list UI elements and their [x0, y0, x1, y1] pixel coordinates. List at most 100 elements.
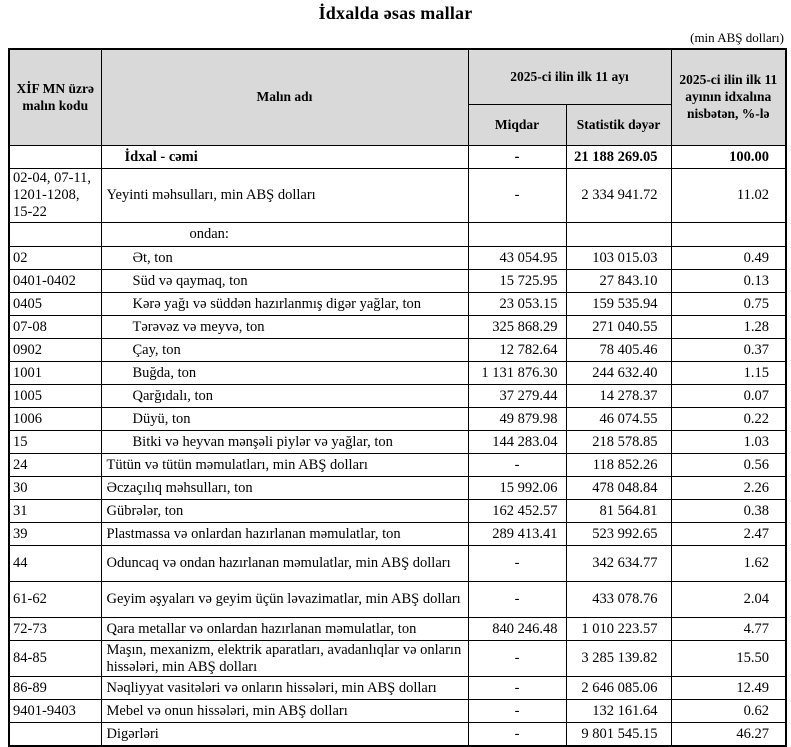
cell-name: Digərləri	[100, 722, 469, 747]
cell-code	[8, 222, 102, 247]
cell-qty: -	[467, 640, 567, 677]
cell-value: 132 161.64	[565, 699, 672, 723]
cell-value: 159 535.94	[565, 292, 672, 316]
cell-value: 2 646 085.06	[565, 676, 672, 700]
table-row: İdxal - cəmi -21 188 269.05 100.00	[8, 145, 787, 169]
cell-name: Çay, ton	[100, 338, 469, 362]
cell-qty: -	[467, 722, 567, 747]
cell-value: 9 801 545.15	[565, 722, 672, 747]
cell-pct: 15.50	[670, 640, 787, 677]
cell-value: 21 188 269.05	[565, 145, 672, 169]
table-row: 02-04, 07-11, 1201-1208, 15-22 Yeyinti mə…	[8, 168, 787, 223]
cell-code	[8, 145, 102, 169]
cell-name: İdxal - cəmi	[100, 145, 469, 169]
cell-name: ondan:	[100, 222, 469, 247]
cell-pct: 0.62	[670, 699, 787, 723]
table-row: 0902 Çay, ton 12 782.64 78 405.46 0.37	[8, 338, 787, 362]
cell-value: 3 285 139.82	[565, 640, 672, 677]
cell-code: 72-73	[8, 617, 102, 641]
cell-qty: 144 283.04	[467, 430, 567, 454]
cell-qty: -	[467, 168, 567, 223]
cell-value: 78 405.46	[565, 338, 672, 362]
table-row: 72-73 Qara metallar və onlardan hazırlana…	[8, 617, 787, 641]
cell-code: 44	[8, 545, 102, 582]
header-code: XİF MN üzrə malın kodu	[8, 48, 102, 146]
cell-qty: 15 725.95	[467, 269, 567, 293]
cell-pct: 1.15	[670, 361, 787, 385]
cell-name: Oduncaq və ondan hazırlanan məmulatlar, …	[100, 545, 469, 582]
cell-pct: 100.00	[670, 145, 787, 169]
cell-name: Plastmassa və onlardan hazırlanan məmula…	[100, 522, 469, 546]
cell-value: 2 334 941.72	[565, 168, 672, 223]
cell-name: Buğda, ton	[100, 361, 469, 385]
cell-pct: 0.07	[670, 384, 787, 408]
cell-code: 61-62	[8, 581, 102, 618]
cell-qty: 43 054.95	[467, 246, 567, 270]
cell-code: 0401-0402	[8, 269, 102, 293]
imports-table: XİF MN üzrə malın kodu Malın adı 2025-ci…	[8, 48, 788, 747]
cell-code: 1001	[8, 361, 102, 385]
cell-name: Geyim əşyaları və geyim üçün ləvazimatla…	[100, 581, 469, 618]
cell-qty: 15 992.06	[467, 476, 567, 500]
cell-pct: 4.77	[670, 617, 787, 641]
table-row: 1001 Buğda, ton 1 131 876.30 244 632.40 1.15	[8, 361, 787, 385]
cell-qty: -	[467, 545, 567, 582]
cell-name: Qara metallar və onlardan hazırlanan məm…	[100, 617, 469, 641]
table-row: Digərləri -9 801 545.15 46.27	[8, 722, 787, 747]
cell-code: 07-08	[8, 315, 102, 339]
header-row-1: XİF MN üzrə malın kodu Malın adı 2025-ci…	[8, 48, 787, 146]
cell-value: 27 843.10	[565, 269, 672, 293]
cell-pct: 1.03	[670, 430, 787, 454]
cell-qty: 49 879.98	[467, 407, 567, 431]
cell-qty: 289 413.41	[467, 522, 567, 546]
cell-qty: 12 782.64	[467, 338, 567, 362]
table-row: 9401-9403 Mebel və onun hissələri, min AB…	[8, 699, 787, 723]
header-name: Malın adı	[100, 48, 469, 146]
table-row: 30 Əczaçılıq məhsulları, ton 15 992.06 478 …	[8, 476, 787, 500]
table-row: 24 Tütün və tütün məmulatları, min ABŞ do…	[8, 453, 787, 477]
table-row: 39 Plastmassa və onlardan hazırlanan məmu…	[8, 522, 787, 546]
cell-code: 02-04, 07-11, 1201-1208, 15-22	[8, 168, 102, 223]
cell-pct: 0.75	[670, 292, 787, 316]
cell-qty: 23 053.15	[467, 292, 567, 316]
cell-qty: -	[467, 699, 567, 723]
cell-code: 30	[8, 476, 102, 500]
table-body: İdxal - cəmi -21 188 269.05 100.00 02-04, 0…	[8, 145, 787, 747]
cell-qty: -	[467, 453, 567, 477]
page-title: İdxalda əsas mallar	[318, 3, 473, 23]
table-row: 84-85 Maşın, mexanizm, elektrik aparatlar…	[8, 640, 787, 677]
cell-name: Əczaçılıq məhsulları, ton	[100, 476, 469, 500]
cell-code: 1006	[8, 407, 102, 431]
cell-value: 46 074.55	[565, 407, 672, 431]
cell-value: 118 852.26	[565, 453, 672, 477]
cell-qty: 840 246.48	[467, 617, 567, 641]
cell-value: 342 634.77	[565, 545, 672, 582]
cell-pct: 0.22	[670, 407, 787, 431]
cell-code: 39	[8, 522, 102, 546]
cell-pct: 0.49	[670, 246, 787, 270]
cell-qty: -	[467, 581, 567, 618]
cell-code: 02	[8, 246, 102, 270]
cell-qty	[467, 222, 567, 247]
cell-qty: 37 279.44	[467, 384, 567, 408]
header-period: 2025-ci ilin ilk 11 ayı	[467, 48, 672, 105]
header-pct: 2025-ci ilin ilk 11 ayının idxalına nisb…	[670, 48, 787, 146]
cell-value: 14 278.37	[565, 384, 672, 408]
cell-pct: 11.02	[670, 168, 787, 223]
cell-code: 0405	[8, 292, 102, 316]
cell-code: 86-89	[8, 676, 102, 700]
cell-value: 81 564.81	[565, 499, 672, 523]
cell-value: 433 078.76	[565, 581, 672, 618]
cell-pct: 1.62	[670, 545, 787, 582]
cell-qty: 1 131 876.30	[467, 361, 567, 385]
cell-code: 9401-9403	[8, 699, 102, 723]
cell-value: 244 632.40	[565, 361, 672, 385]
cell-pct: 2.47	[670, 522, 787, 546]
table-header: XİF MN üzrə malın kodu Malın adı 2025-ci…	[8, 48, 787, 146]
cell-pct: 2.04	[670, 581, 787, 618]
table-row: 86-89 Nəqliyyat vasitələri və onların his…	[8, 676, 787, 700]
header-row-2: Miqdar Statistik dəyər	[9, 104, 786, 146]
cell-pct	[670, 222, 787, 247]
table-row: 44 Oduncaq və ondan hazırlanan məmulatlar…	[8, 545, 787, 582]
cell-value: 218 578.85	[565, 430, 672, 454]
